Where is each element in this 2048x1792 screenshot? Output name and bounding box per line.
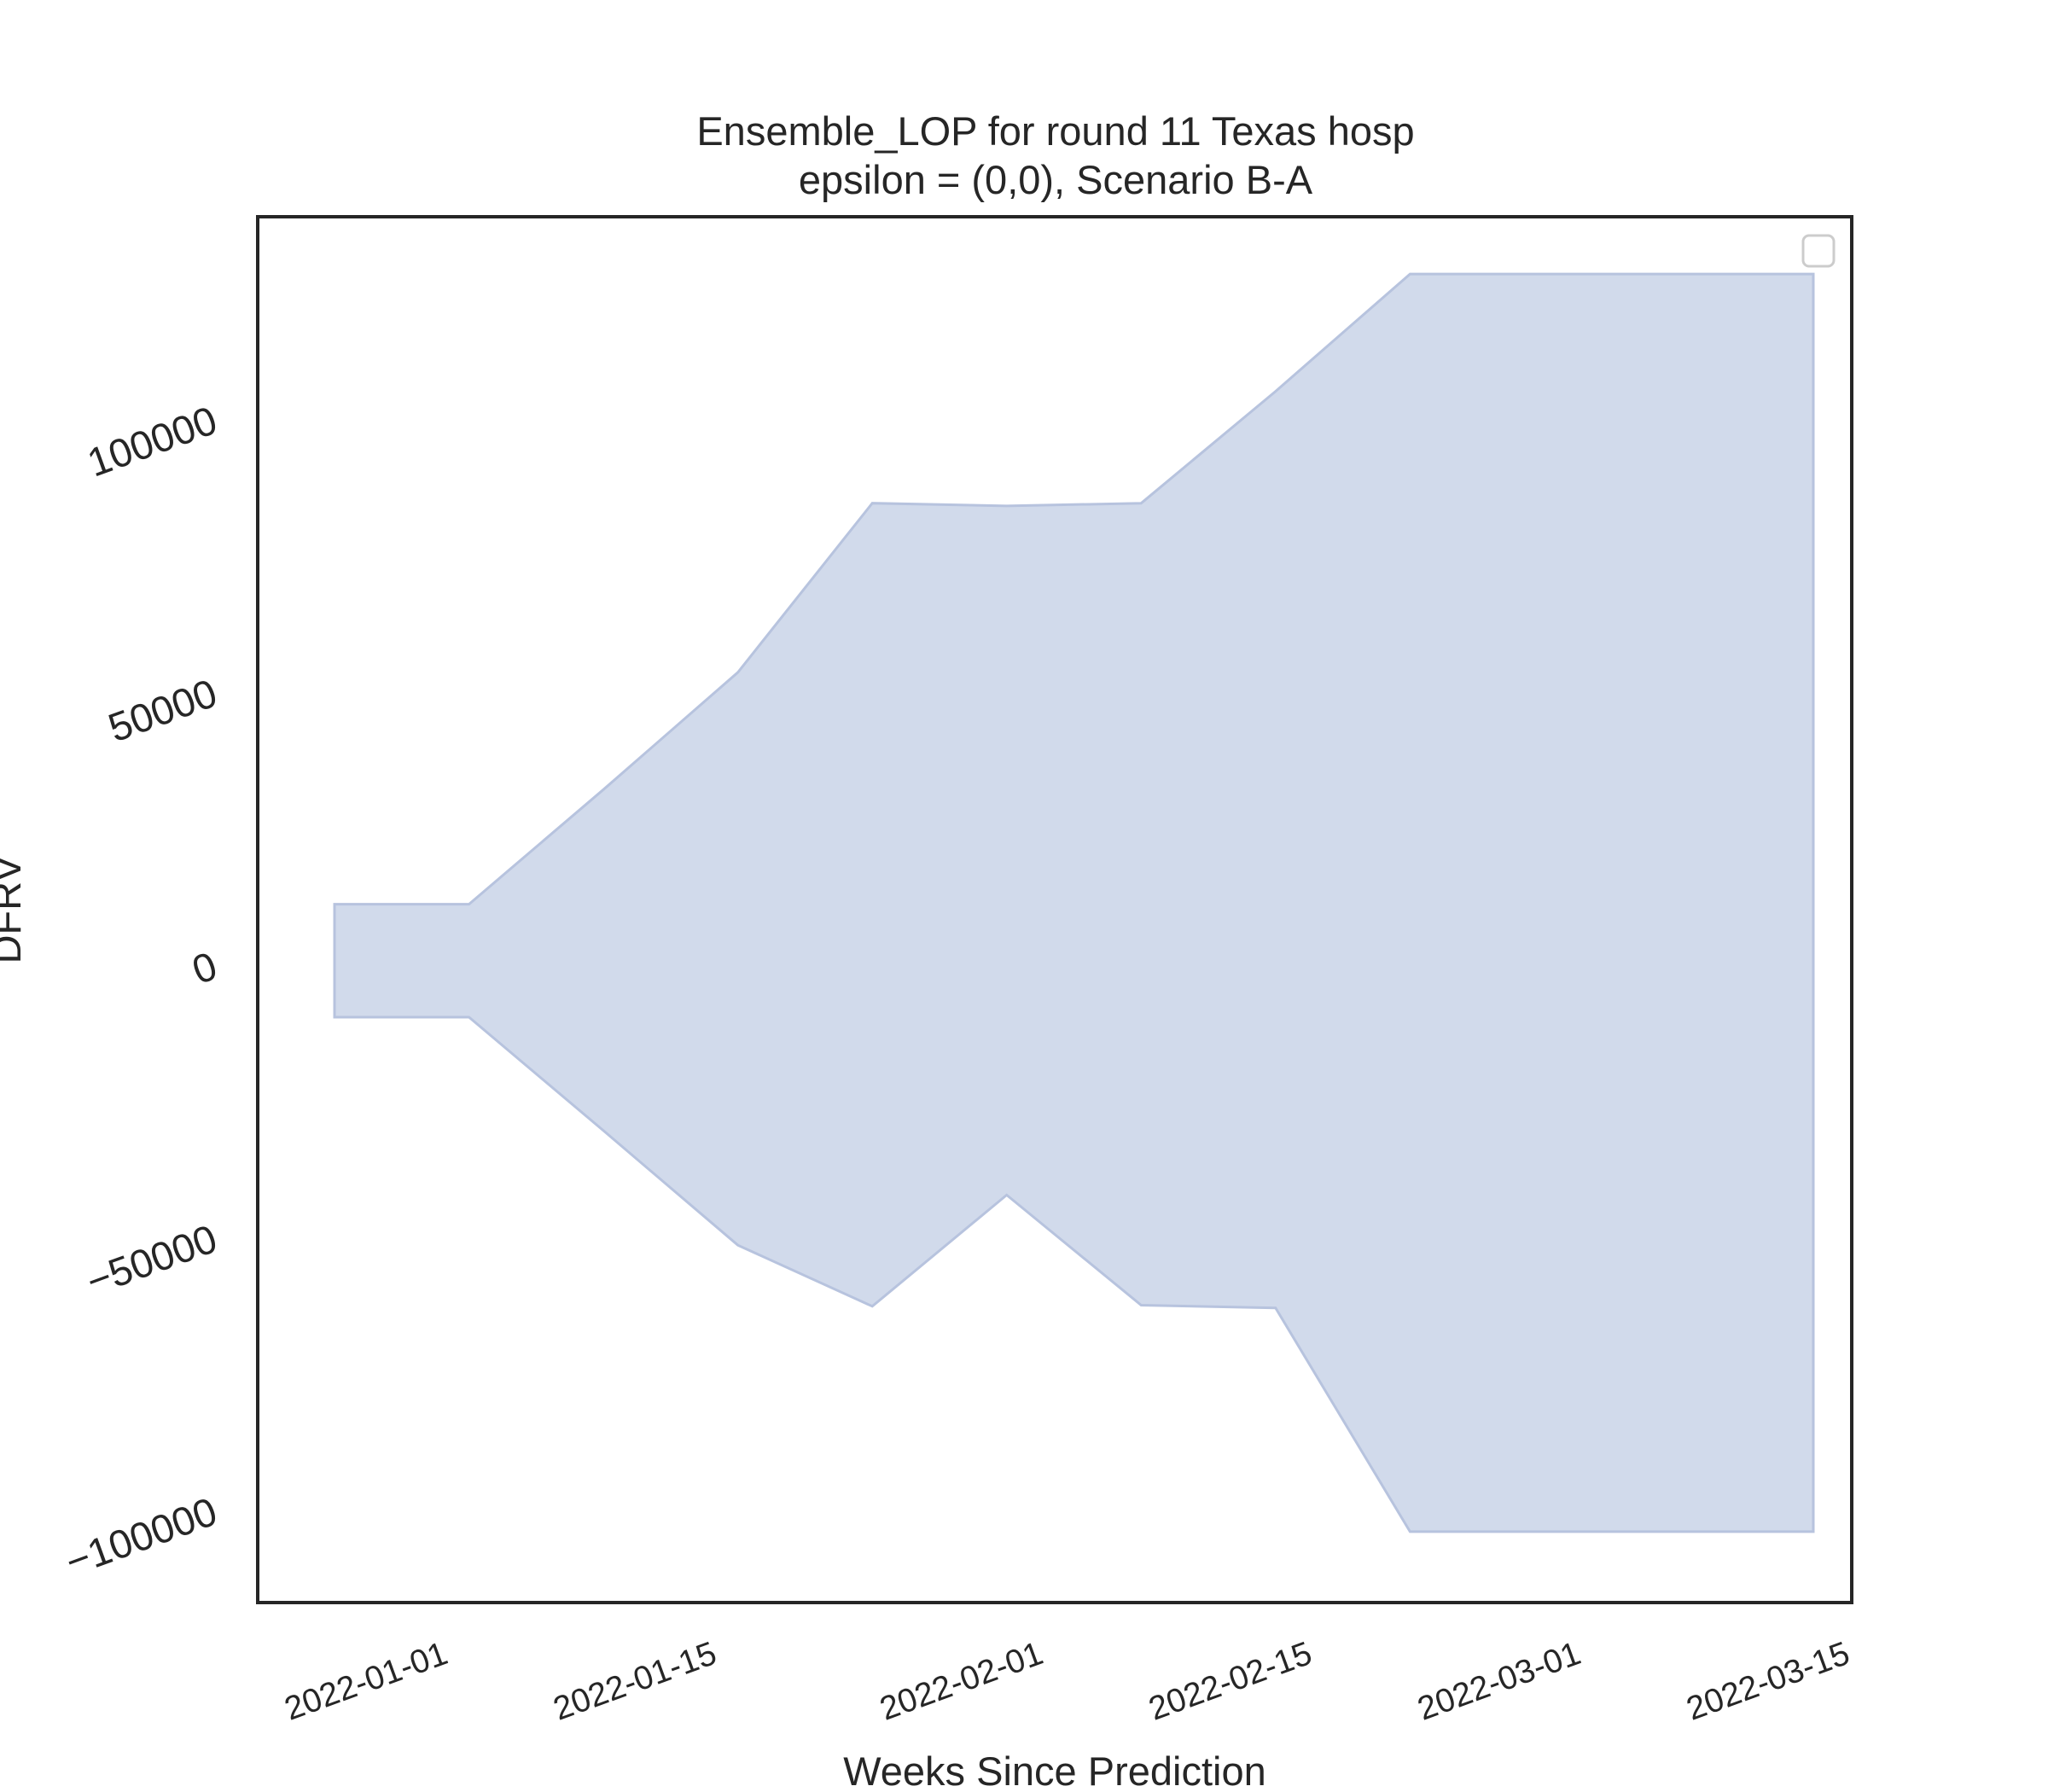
x-tick-label: 2022-03-01 — [1413, 1635, 1585, 1728]
y-tick-label: 50000 — [102, 670, 223, 751]
x-tick-label: 2022-03-15 — [1682, 1635, 1854, 1728]
y-tick-label: −50000 — [80, 1215, 223, 1304]
plot-area — [333, 272, 1815, 1533]
y-axis-label: DFRV — [0, 855, 29, 964]
x-tick-label: 2022-01-01 — [280, 1635, 452, 1728]
x-axis-ticks: 2022-01-01 2022-01-15 2022-02-01 2022-02-15… — [280, 1635, 1854, 1728]
y-tick-label: −100000 — [60, 1488, 223, 1585]
x-tick-label: 2022-02-01 — [876, 1635, 1048, 1728]
y-axis-ticks: −100000 −50000 0 50000 100000 — [60, 397, 223, 1585]
plot-frame — [256, 215, 1853, 1604]
chart-title-line2: epsilon = (0,0), Scenario B-A — [799, 157, 1313, 202]
y-tick-label: 100000 — [81, 397, 223, 485]
y-tick-label: 0 — [186, 943, 223, 993]
x-tick-label: 2022-01-15 — [549, 1635, 721, 1728]
x-axis-label: Weeks Since Prediction — [843, 1748, 1265, 1792]
chart-title-line1: Ensemble_LOP for round 11 Texas hosp — [696, 108, 1414, 154]
x-tick-label: 2022-02-15 — [1144, 1635, 1317, 1728]
uncertainty-band — [333, 272, 1815, 1533]
legend-box[interactable] — [1801, 234, 1836, 268]
